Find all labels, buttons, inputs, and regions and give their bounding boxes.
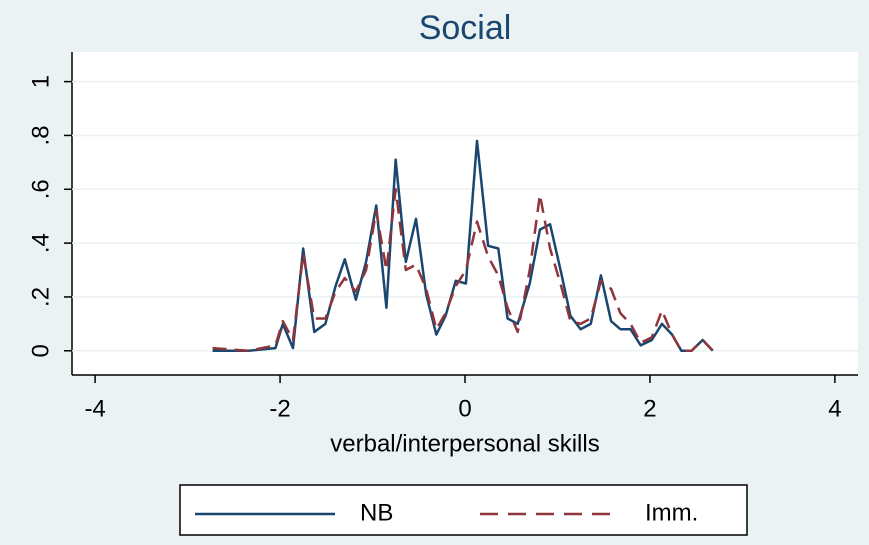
x-tick-label: -4 <box>84 395 105 422</box>
x-tick-label: -2 <box>269 395 290 422</box>
x-tick-label: 2 <box>643 395 656 422</box>
x-axis-label: verbal/interpersonal skills <box>330 430 599 457</box>
plot-area <box>72 52 858 375</box>
legend-label: Imm. <box>645 499 698 526</box>
legend <box>179 484 748 536</box>
legend-label: NB <box>360 499 393 526</box>
y-tick-label: 0 <box>27 344 54 357</box>
x-tick-label: 4 <box>828 395 841 422</box>
chart-title: Social <box>419 9 512 47</box>
y-tick-label: 1 <box>27 75 54 88</box>
series-line <box>212 188 714 353</box>
x-tick-label: 0 <box>458 395 471 422</box>
y-tick-label: .6 <box>27 179 54 199</box>
y-tick-label: .2 <box>27 287 54 307</box>
y-tick-label: .4 <box>27 233 54 253</box>
y-tick-label: .8 <box>27 125 54 145</box>
